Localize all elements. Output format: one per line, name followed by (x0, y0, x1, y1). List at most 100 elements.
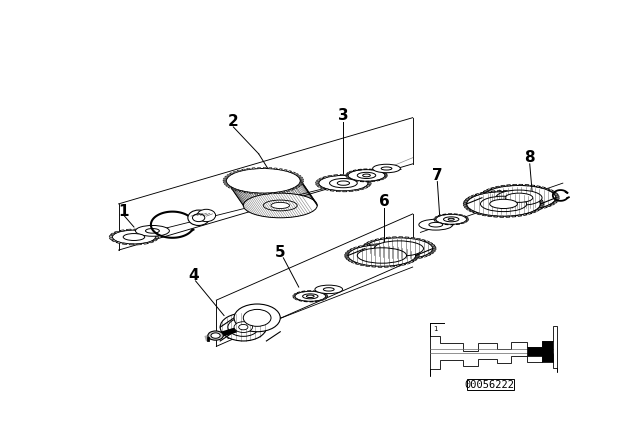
Text: 1: 1 (433, 326, 437, 332)
Polygon shape (481, 202, 486, 204)
Text: 3: 3 (338, 108, 349, 123)
Polygon shape (479, 200, 484, 202)
Polygon shape (552, 192, 556, 193)
Polygon shape (148, 241, 154, 243)
Ellipse shape (496, 190, 542, 206)
Polygon shape (451, 224, 454, 225)
Polygon shape (429, 252, 434, 254)
Polygon shape (343, 191, 347, 192)
Polygon shape (394, 244, 398, 246)
Ellipse shape (348, 245, 416, 266)
Polygon shape (479, 198, 483, 200)
Ellipse shape (482, 185, 556, 210)
Polygon shape (415, 255, 419, 257)
Ellipse shape (372, 164, 401, 173)
Polygon shape (404, 246, 409, 248)
Polygon shape (317, 185, 321, 187)
Polygon shape (517, 215, 522, 216)
Polygon shape (553, 202, 557, 203)
Polygon shape (276, 192, 280, 194)
Ellipse shape (357, 248, 406, 263)
Polygon shape (504, 190, 508, 192)
Polygon shape (368, 254, 373, 256)
Polygon shape (269, 168, 272, 169)
Polygon shape (352, 175, 357, 177)
Polygon shape (364, 169, 367, 170)
Text: 1: 1 (118, 204, 129, 219)
Polygon shape (491, 191, 495, 192)
Text: 5: 5 (275, 245, 285, 260)
Ellipse shape (381, 167, 392, 170)
Polygon shape (266, 193, 269, 194)
Ellipse shape (319, 176, 368, 191)
Polygon shape (438, 215, 442, 216)
Polygon shape (500, 185, 506, 187)
Polygon shape (223, 182, 227, 183)
Polygon shape (376, 180, 380, 181)
Polygon shape (362, 177, 367, 179)
Polygon shape (364, 243, 369, 245)
Ellipse shape (330, 178, 357, 188)
Polygon shape (346, 258, 350, 259)
Polygon shape (479, 194, 483, 196)
Polygon shape (371, 181, 375, 182)
Polygon shape (515, 210, 519, 211)
Polygon shape (428, 243, 433, 244)
Polygon shape (284, 169, 287, 171)
Polygon shape (300, 181, 303, 182)
Polygon shape (463, 202, 467, 204)
Polygon shape (316, 184, 319, 185)
Polygon shape (509, 210, 513, 211)
Polygon shape (410, 237, 415, 239)
Polygon shape (241, 169, 246, 170)
Polygon shape (244, 192, 248, 193)
Polygon shape (349, 190, 353, 192)
Polygon shape (383, 258, 387, 260)
Polygon shape (413, 251, 418, 253)
Polygon shape (252, 168, 255, 169)
Polygon shape (540, 206, 543, 207)
Polygon shape (407, 258, 412, 260)
Polygon shape (377, 257, 382, 259)
Polygon shape (298, 300, 303, 301)
Polygon shape (109, 238, 113, 240)
Polygon shape (436, 222, 440, 223)
Polygon shape (325, 296, 328, 297)
Polygon shape (530, 194, 534, 196)
Polygon shape (316, 182, 319, 183)
Text: 00056222: 00056222 (465, 380, 515, 390)
Polygon shape (429, 326, 557, 375)
Polygon shape (390, 266, 395, 267)
Polygon shape (271, 193, 275, 194)
Polygon shape (239, 191, 243, 192)
Polygon shape (355, 190, 359, 191)
Polygon shape (482, 214, 487, 216)
Polygon shape (372, 266, 376, 267)
Polygon shape (278, 168, 283, 170)
Polygon shape (511, 215, 516, 217)
Ellipse shape (323, 288, 334, 291)
Polygon shape (365, 265, 371, 267)
Polygon shape (231, 188, 236, 190)
Polygon shape (225, 185, 230, 186)
Polygon shape (233, 171, 237, 173)
Polygon shape (237, 170, 241, 172)
Polygon shape (301, 291, 305, 292)
Polygon shape (456, 224, 460, 225)
Polygon shape (543, 207, 547, 208)
Polygon shape (527, 341, 553, 362)
Polygon shape (336, 190, 340, 192)
Polygon shape (235, 190, 239, 191)
Polygon shape (539, 200, 543, 201)
Polygon shape (422, 255, 428, 257)
Polygon shape (385, 176, 387, 177)
Text: 8: 8 (524, 150, 535, 165)
Polygon shape (527, 213, 532, 214)
Polygon shape (384, 173, 387, 175)
Polygon shape (497, 190, 501, 192)
Polygon shape (416, 238, 420, 240)
Polygon shape (531, 185, 535, 186)
Polygon shape (469, 210, 474, 212)
Polygon shape (366, 181, 369, 182)
Ellipse shape (227, 168, 300, 193)
